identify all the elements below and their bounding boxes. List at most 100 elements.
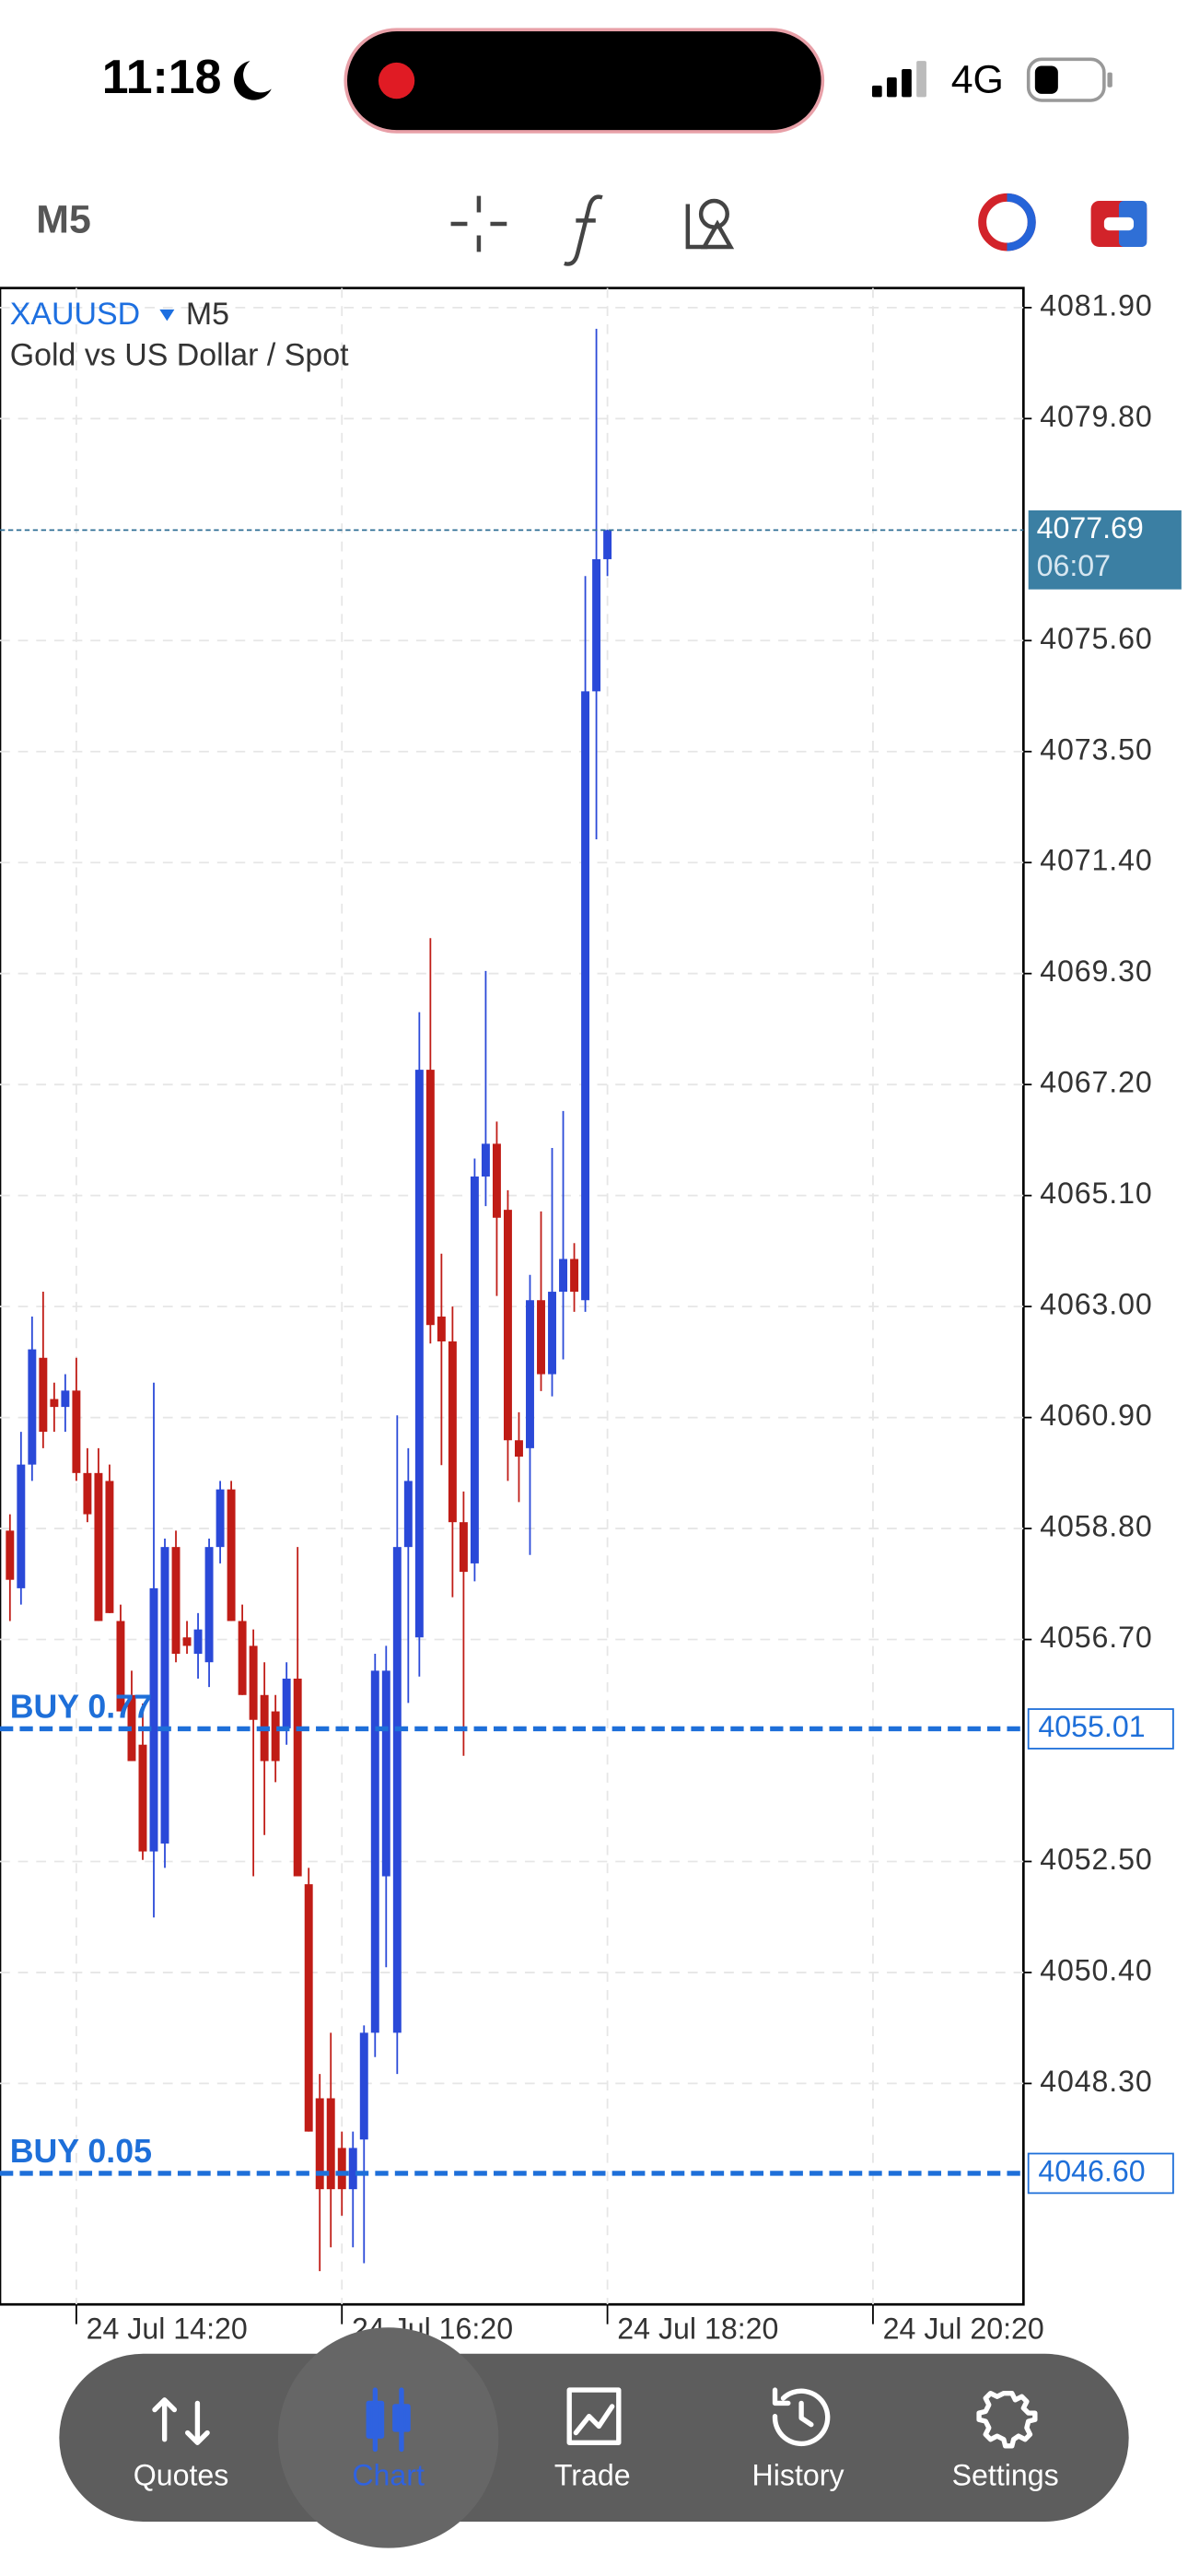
candle-body (293, 1678, 302, 1877)
candle-body (348, 2148, 357, 2190)
candle-body (282, 1678, 291, 1728)
current-price-label: 4077.69 (1037, 511, 1144, 544)
symbol-dropdown[interactable] (159, 309, 175, 322)
candle-body (337, 2148, 346, 2190)
order-price-box (1027, 1708, 1174, 1750)
tab-icon[interactable] (976, 2391, 1038, 2449)
tab-items: Quotes Chart Trade History Settings (134, 2327, 1059, 2548)
indicators-button[interactable] (564, 194, 603, 266)
trade-button[interactable] (1090, 200, 1147, 247)
y-tick-label: 4063.00 (1040, 1288, 1152, 1321)
crosshair-button[interactable] (450, 195, 507, 252)
y-tick-label: 4073.50 (1040, 732, 1152, 766)
tab-label[interactable]: Quotes (134, 2458, 229, 2491)
status-time: 11:18 (102, 50, 222, 103)
x-tick-label: 24 Jul 14:20 (87, 2312, 248, 2345)
candle-body (17, 1464, 26, 1588)
candle-body (315, 2098, 324, 2190)
candle-body (470, 1176, 479, 1563)
tab-label[interactable]: History (752, 2458, 844, 2491)
order-price-label: 4046.60 (1038, 2154, 1145, 2187)
x-tick-label: 24 Jul 18:20 (617, 2312, 778, 2345)
candle-body (227, 1489, 236, 1622)
candle-body (50, 1399, 59, 1408)
candle-body (537, 1300, 545, 1375)
candle-body (83, 1472, 92, 1515)
tab-highlight (277, 2327, 499, 2548)
candle-body (503, 1210, 512, 1441)
y-tick-label: 4048.30 (1040, 2065, 1152, 2098)
moon-icon (234, 61, 272, 100)
tab-icon[interactable] (772, 2387, 831, 2447)
order-label: BUY 0.77 (10, 1688, 152, 1725)
candle-body (304, 1884, 313, 2132)
candle-body (72, 1390, 81, 1473)
tab-bar (59, 2353, 1129, 2523)
candle-body (437, 1317, 446, 1341)
y-tick-label: 4069.30 (1040, 954, 1152, 988)
candle-body (127, 1694, 136, 1762)
y-tick-label: 4075.60 (1040, 622, 1152, 655)
bar-countdown: 06:07 (1037, 549, 1111, 582)
y-tick-label: 4071.40 (1040, 844, 1152, 877)
candle-body (149, 1587, 158, 1852)
candle-body (481, 1143, 490, 1177)
y-tick-label: 4067.20 (1040, 1066, 1152, 1099)
dynamic-island (344, 28, 825, 134)
order-price-box (1027, 2152, 1174, 2195)
tab-icon[interactable] (366, 2387, 411, 2453)
candle-body (193, 1629, 203, 1655)
candle-body (570, 1259, 579, 1293)
candle-body (425, 1070, 435, 1326)
candle-body (238, 1621, 247, 1695)
candle-body (28, 1349, 37, 1465)
y-tick-label: 4079.80 (1040, 400, 1152, 433)
y-tick-label: 4065.10 (1040, 1177, 1152, 1210)
candle-body (459, 1522, 468, 1573)
candle-body (559, 1259, 567, 1293)
candle-body (359, 2032, 368, 2140)
signal-icon (871, 61, 926, 98)
candle-body (414, 1070, 424, 1638)
tab-icon[interactable] (566, 2387, 622, 2445)
tab-label[interactable]: Trade (554, 2458, 631, 2491)
candle-body (39, 1357, 48, 1433)
y-tick-label: 4058.80 (1040, 1510, 1152, 1543)
candle-body (171, 1547, 181, 1655)
candle-body (392, 1547, 402, 2033)
tab-icon[interactable] (152, 2397, 210, 2445)
chart-timeframe: M5 (186, 297, 229, 332)
candle-body (403, 1481, 413, 1548)
candle-body (515, 1440, 523, 1458)
candle-body (381, 1670, 390, 1877)
tab-label[interactable]: Chart (352, 2458, 425, 2491)
one-click-button[interactable] (978, 193, 1036, 252)
candle-body (215, 1489, 225, 1548)
candle-body (370, 1670, 379, 2033)
candle-body (326, 2098, 335, 2190)
candle-body (61, 1390, 70, 1408)
timeframe-button[interactable]: M5 (36, 198, 91, 242)
candle-body (603, 530, 612, 559)
candle-body (448, 1341, 457, 1523)
tab-label[interactable]: Settings (952, 2458, 1059, 2491)
x-tick-label: 24 Jul 20:20 (883, 2312, 1044, 2345)
order-label: BUY 0.05 (10, 2133, 152, 2170)
candle-body (249, 1645, 258, 1720)
candle-body (581, 691, 590, 1301)
candle-body (138, 1744, 147, 1852)
y-tick-label: 4052.50 (1040, 1843, 1152, 1876)
candle-body (116, 1621, 125, 1712)
candle-body (548, 1292, 556, 1375)
symbol-label[interactable]: XAUUSD (10, 297, 140, 332)
candle-body (182, 1637, 192, 1646)
y-tick-label: 4081.90 (1040, 288, 1152, 322)
candle-body (526, 1300, 534, 1448)
objects-button[interactable] (685, 198, 735, 250)
battery-icon (1026, 57, 1112, 102)
current-price-box (1028, 509, 1182, 590)
candle-body (204, 1547, 214, 1663)
candle-body (6, 1530, 15, 1580)
candle-body (592, 558, 601, 692)
